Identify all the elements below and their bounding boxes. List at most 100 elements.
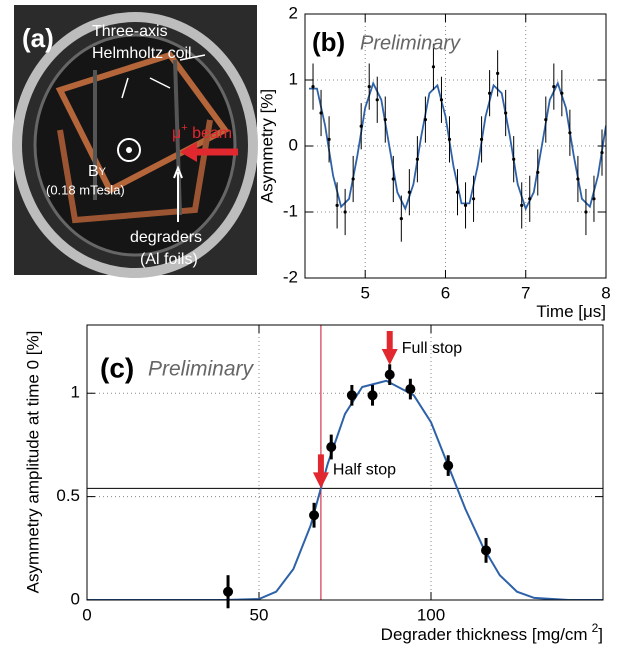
x-tick-label: 8	[601, 283, 610, 302]
data-point	[479, 137, 484, 141]
panel-label: (b)	[312, 27, 345, 57]
coil-label: Helmholtz coil	[92, 45, 192, 62]
half-stop-label: Half stop	[333, 462, 396, 479]
y-tick-label: 0	[71, 589, 80, 608]
data-point	[512, 157, 516, 161]
beam-arrow-head	[180, 142, 197, 162]
data-point	[560, 91, 564, 95]
data-point	[504, 111, 508, 115]
degrader-label: (Al foils)	[140, 251, 198, 268]
data-point	[568, 131, 572, 135]
data-point	[447, 137, 452, 141]
data-point	[528, 197, 532, 201]
y-tick-label: 1	[71, 383, 80, 402]
field-symbol	[117, 138, 141, 162]
data-point	[359, 124, 363, 128]
chart-panel: -2 -1 0 1 2 5 6 7 8 (b) Preliminary Asymmetry [%] Ti…	[257, 3, 610, 321]
coil-label: Three-axis	[92, 23, 168, 40]
x-axis-label-main: Time [μs]	[536, 302, 606, 321]
degrader-label: degraders	[130, 229, 202, 246]
data-point	[415, 157, 419, 161]
y-tick-label: 0.5	[56, 486, 80, 505]
data-point	[223, 586, 234, 597]
field-value: (0.18 mTesla)	[46, 182, 125, 197]
field-label: BY	[88, 163, 107, 180]
chart-panel: 0 0.5 1 0 50 100 Full stop Half stop (c) Prelimin…	[23, 324, 604, 644]
plot-frame	[86, 324, 604, 601]
data-point	[405, 384, 416, 395]
degrader-pointer	[173, 165, 183, 222]
data-point	[481, 545, 492, 556]
x-tick-label: 0	[82, 605, 91, 624]
photo-panel: (a) Three-axis Helmholtz coil μ+ beam BY…	[12, 5, 258, 278]
data-point	[584, 210, 588, 214]
data-point	[536, 170, 540, 174]
plot-frame	[304, 13, 607, 279]
field-label-sub: Y	[99, 166, 107, 178]
y-axis-label: Asymmetry [%]	[257, 89, 276, 203]
x-axis-label-sup: 2	[592, 621, 599, 635]
annotation: Preliminary	[360, 32, 461, 54]
data-point	[552, 85, 556, 89]
data-point	[576, 177, 580, 181]
full-stop-arrow	[381, 331, 398, 365]
coil-pointer	[121, 54, 206, 99]
data-point	[463, 203, 468, 207]
half-stop-arrow	[312, 454, 329, 489]
data-point	[375, 98, 379, 102]
data-point	[455, 190, 460, 194]
annotation: Preliminary	[148, 358, 255, 381]
data-point	[439, 98, 444, 102]
x-axis-label: Degrader thickness [mg/cm 2]	[381, 621, 603, 644]
beam-label-sup: +	[181, 122, 187, 134]
data-point	[319, 111, 323, 115]
data-point	[383, 118, 387, 122]
panel-label: (c)	[100, 352, 134, 383]
x-tick-label: 50	[250, 605, 269, 624]
data-point	[351, 177, 355, 181]
data-point	[367, 390, 378, 401]
data-point	[520, 203, 524, 207]
x-tick-label: 7	[521, 283, 530, 302]
data-point	[592, 197, 596, 201]
y-axis-label: Asymmetry amplitude at time 0 [%]	[23, 331, 42, 594]
x-axis-label-end: ]	[598, 625, 603, 644]
full-stop-label: Full stop	[402, 340, 463, 357]
data-point	[335, 203, 339, 207]
fit-curve	[87, 379, 603, 600]
y-tick-label: -1	[283, 201, 298, 220]
data-point	[488, 91, 492, 95]
field-label-b: B	[88, 163, 99, 180]
field-dot	[126, 147, 132, 153]
photo-chamber	[33, 33, 237, 257]
data-point	[309, 510, 320, 521]
data-point	[423, 118, 427, 122]
x-tick-label: 6	[441, 283, 450, 302]
data-point	[407, 190, 411, 194]
data-point	[311, 85, 315, 89]
data-point	[544, 118, 548, 122]
data-point	[391, 177, 395, 181]
data-point	[431, 65, 436, 69]
beam-label-mu: μ	[172, 125, 181, 142]
photo-frame	[93, 59, 182, 216]
data-point	[327, 137, 331, 141]
photo-coil	[57, 119, 213, 224]
data-point	[443, 460, 454, 471]
data-point	[326, 441, 337, 452]
panel-label: (a)	[22, 23, 54, 53]
x-axis-label-main: Degrader thickness [mg/cm	[381, 625, 588, 644]
y-tick-label: 0	[289, 135, 298, 154]
x-tick-label: 5	[360, 283, 369, 302]
data-point	[346, 390, 357, 401]
data-point	[600, 151, 604, 155]
x-tick-label: 100	[417, 605, 445, 624]
beam-label-rest: beam	[188, 125, 232, 142]
data-point	[496, 71, 500, 75]
y-tick-label: -2	[283, 267, 298, 286]
data-point	[471, 197, 476, 201]
y-tick-label: 1	[289, 69, 298, 88]
x-axis-label: Time [μs]	[536, 302, 606, 321]
beam-label: μ+ beam	[172, 122, 232, 142]
